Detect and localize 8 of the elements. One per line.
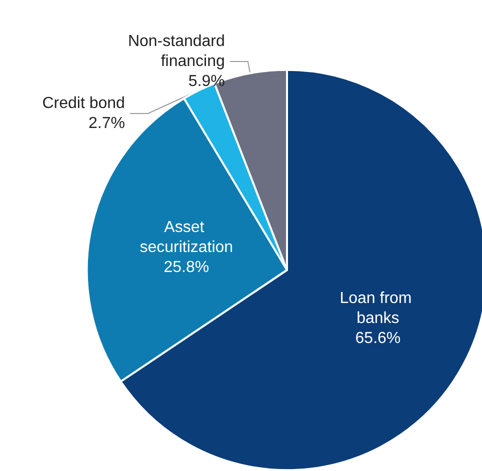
slice-label: Credit bond: [42, 94, 125, 112]
data-label: 65.6%: [355, 330, 401, 348]
slice-label: Loan from banks: [340, 290, 416, 328]
slice-label: Asset securitization: [140, 219, 234, 256]
data-label: 5.9%: [188, 72, 225, 90]
data-label: 2.7%: [88, 114, 125, 132]
data-label: 25.8%: [164, 259, 210, 276]
slice-label: Non-standard financing: [128, 32, 225, 70]
